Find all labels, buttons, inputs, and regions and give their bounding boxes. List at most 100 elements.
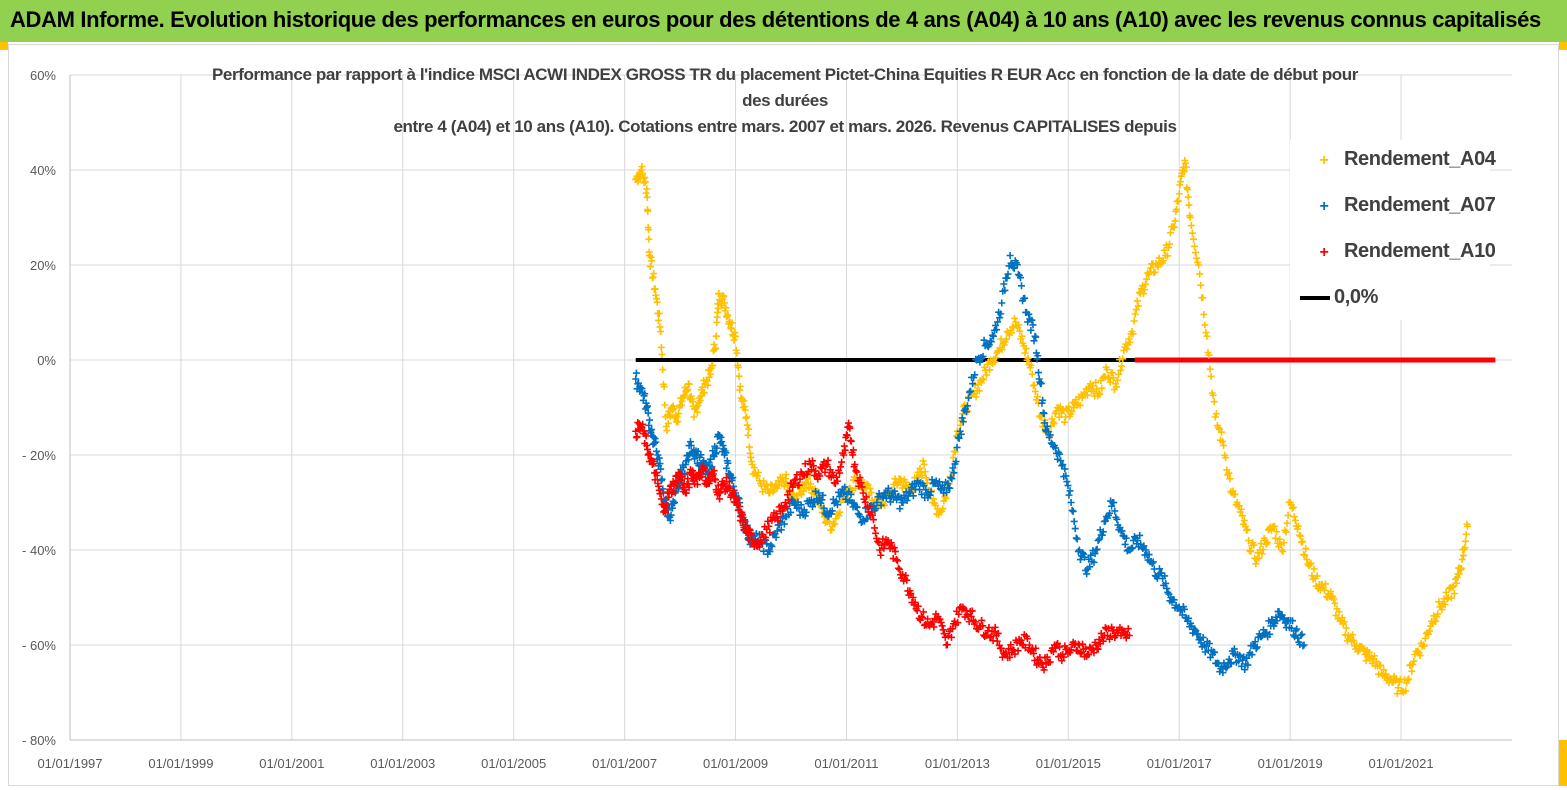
data-point [891, 548, 899, 556]
data-point [958, 414, 966, 422]
data-point [1255, 554, 1263, 562]
data-point [663, 427, 671, 435]
x-tick-label: 01/01/2013 [925, 756, 990, 771]
data-point [1106, 378, 1114, 386]
data-point [1409, 660, 1417, 668]
data-point [682, 489, 690, 497]
data-point [1223, 663, 1231, 671]
data-point [1098, 384, 1106, 392]
data-point [1330, 595, 1338, 603]
data-point [716, 495, 724, 503]
data-point [835, 512, 843, 520]
data-point [851, 461, 859, 468]
data-point [1258, 550, 1266, 558]
data-point [1241, 666, 1249, 674]
data-point [1190, 242, 1198, 250]
data-point [1035, 369, 1042, 377]
data-point [1093, 545, 1101, 553]
data-point [743, 421, 751, 429]
data-point [863, 480, 871, 488]
data-point [894, 564, 902, 572]
data-point [1111, 507, 1119, 515]
legend-item-a04: + Rendement_A04 [1310, 148, 1496, 174]
data-point [1405, 675, 1413, 683]
data-point [1271, 523, 1279, 531]
data-point [823, 461, 831, 468]
data-point [1299, 537, 1307, 545]
x-tick-label: 01/01/2017 [1147, 756, 1212, 771]
data-point [1076, 401, 1084, 409]
data-point [1370, 652, 1378, 660]
data-point [1301, 551, 1309, 559]
x-tick-label: 01/01/2007 [592, 756, 657, 771]
data-point [1382, 670, 1390, 678]
y-tick-label: - 80% [22, 733, 56, 748]
data-point [659, 366, 667, 374]
data-point [1172, 205, 1180, 213]
data-point [790, 480, 798, 487]
data-point [1462, 530, 1470, 538]
data-point [1018, 332, 1026, 340]
data-point [887, 539, 895, 547]
data-point [1226, 475, 1234, 483]
data-point [947, 474, 955, 482]
data-point [668, 504, 676, 512]
data-point [1125, 335, 1133, 343]
data-point [1180, 605, 1188, 613]
chart-title: Performance par rapport à l'indice MSCI … [150, 62, 1420, 140]
data-point [964, 394, 972, 402]
data-point [987, 338, 995, 346]
data-point [1108, 502, 1116, 510]
data-point [1300, 641, 1308, 649]
data-point [773, 527, 781, 535]
data-point [1225, 469, 1233, 477]
data-point [1030, 381, 1038, 389]
data-point [1128, 544, 1136, 552]
data-point [1289, 503, 1297, 511]
data-point [896, 505, 904, 513]
data-point [782, 471, 790, 479]
data-point [877, 501, 885, 509]
data-point [989, 332, 997, 340]
legend-label: Rendement_A07 [1344, 194, 1496, 216]
data-point [1416, 651, 1424, 659]
data-point [1447, 594, 1455, 602]
data-point [1108, 623, 1116, 631]
data-point [1109, 374, 1117, 382]
data-point [793, 471, 801, 479]
data-point [736, 382, 744, 390]
data-point [1250, 541, 1258, 549]
data-point [1240, 517, 1248, 525]
data-point [754, 469, 762, 477]
data-point [1048, 415, 1056, 423]
data-point [962, 606, 970, 614]
data-point [1069, 507, 1077, 515]
data-point [634, 419, 642, 427]
plus-marker-icon: + [1319, 244, 1329, 261]
data-point [927, 488, 935, 496]
data-point [922, 474, 930, 482]
data-point [1080, 550, 1088, 558]
data-point [1219, 437, 1227, 445]
data-point [818, 496, 826, 504]
data-point [986, 366, 994, 374]
data-point [1331, 599, 1339, 607]
data-point [784, 491, 792, 499]
data-point [937, 618, 945, 626]
data-point [645, 235, 653, 243]
data-point [1067, 499, 1075, 506]
data-point [650, 460, 658, 468]
data-point [1124, 625, 1132, 633]
data-point [1342, 624, 1350, 632]
data-point [1094, 536, 1102, 544]
data-point [1273, 528, 1281, 536]
data-point [979, 352, 987, 360]
data-point [736, 502, 744, 510]
data-point [1320, 586, 1328, 594]
data-point [1298, 630, 1306, 638]
data-point [1209, 391, 1217, 399]
data-point [924, 615, 932, 623]
data-point [975, 387, 983, 395]
data-point [805, 484, 813, 492]
